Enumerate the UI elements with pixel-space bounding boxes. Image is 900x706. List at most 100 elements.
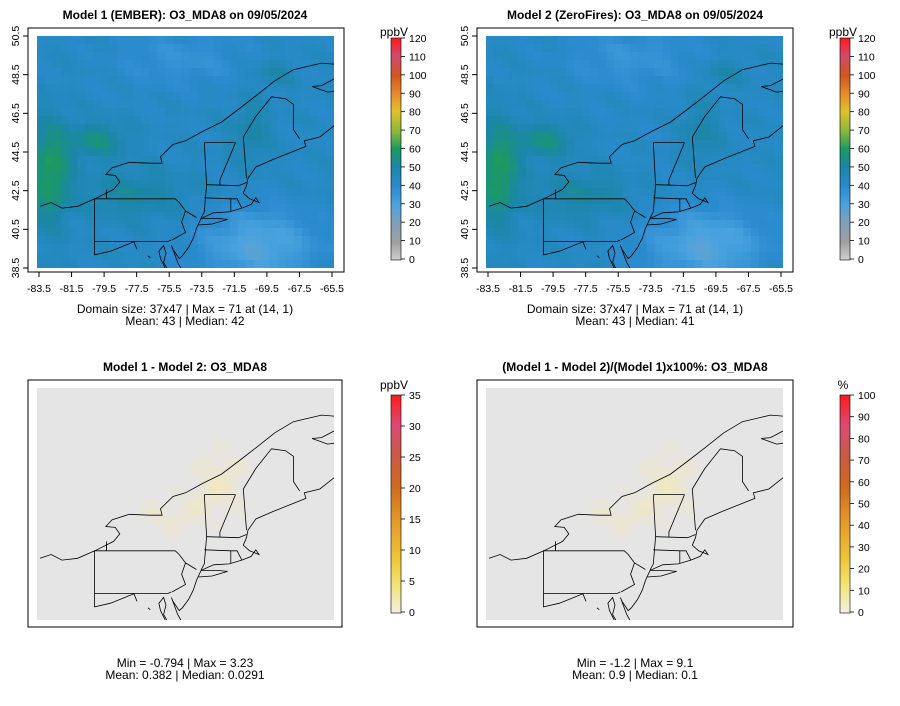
heatmap-cell bbox=[117, 84, 126, 93]
heatmap-cell bbox=[486, 596, 495, 605]
heatmap-cell bbox=[181, 412, 191, 421]
heatmap-cell bbox=[542, 36, 551, 45]
heatmap-cell bbox=[229, 68, 239, 77]
heatmap-cell bbox=[37, 100, 46, 109]
heatmap-cell bbox=[510, 484, 519, 493]
heatmap-cell bbox=[261, 68, 271, 77]
heatmap-cell bbox=[77, 244, 86, 253]
heatmap-cell bbox=[614, 76, 624, 85]
heatmap-cell bbox=[213, 460, 223, 469]
heatmap-cell bbox=[558, 100, 567, 109]
heatmap-cell bbox=[718, 412, 728, 421]
heatmap-cell bbox=[245, 172, 255, 181]
heatmap-cell bbox=[189, 532, 199, 541]
heatmap-cell bbox=[269, 188, 279, 197]
heatmap-cell bbox=[774, 236, 783, 245]
heatmap-cell bbox=[534, 612, 543, 620]
heatmap-cell bbox=[157, 452, 167, 461]
heatmap-cell bbox=[662, 492, 672, 501]
heatmap-cell bbox=[93, 420, 102, 429]
heatmap-cell bbox=[229, 84, 239, 93]
heatmap-cell bbox=[301, 164, 311, 173]
heatmap-cell bbox=[181, 556, 191, 565]
heatmap-cell bbox=[598, 580, 608, 589]
heatmap-cell bbox=[646, 100, 656, 109]
heatmap-cell bbox=[702, 516, 712, 525]
heatmap-cell bbox=[189, 68, 199, 77]
heatmap-cell bbox=[566, 404, 575, 413]
heatmap-cell bbox=[197, 388, 207, 397]
heatmap-cell bbox=[662, 596, 672, 605]
heatmap-cell bbox=[85, 100, 94, 109]
heatmap-cell bbox=[213, 532, 223, 541]
state-border bbox=[94, 550, 186, 594]
heatmap-cell bbox=[702, 444, 712, 453]
heatmap-cell bbox=[301, 548, 311, 557]
heatmap-cell bbox=[518, 52, 527, 61]
heatmap-cell bbox=[109, 156, 118, 165]
heatmap-cell bbox=[37, 476, 46, 485]
heatmap-cell bbox=[285, 252, 295, 261]
heatmap-cell bbox=[189, 412, 199, 421]
heatmap-cell bbox=[157, 164, 167, 173]
heatmap-cell bbox=[694, 100, 704, 109]
heatmap-cell bbox=[542, 588, 551, 597]
heatmap-cell bbox=[550, 100, 559, 109]
heatmap-cell bbox=[245, 84, 255, 93]
heatmap-cell bbox=[598, 396, 608, 405]
heatmap-cell bbox=[694, 556, 704, 565]
heatmap-cell bbox=[117, 68, 126, 77]
heatmap-cell bbox=[37, 516, 46, 525]
heatmap-cell bbox=[566, 436, 575, 445]
heatmap-cell bbox=[133, 204, 142, 213]
heatmap-cell bbox=[69, 100, 78, 109]
heatmap-cell bbox=[53, 60, 62, 69]
heatmap-cell bbox=[285, 236, 295, 245]
heatmap-cell bbox=[93, 428, 102, 437]
heatmap-cell bbox=[109, 132, 118, 141]
heatmap-cell bbox=[109, 444, 118, 453]
heatmap-cell bbox=[646, 404, 656, 413]
heatmap-cell bbox=[93, 564, 102, 573]
heatmap-cell bbox=[734, 188, 744, 197]
heatmap-cell bbox=[670, 132, 680, 141]
heatmap-cell bbox=[694, 188, 704, 197]
heatmap-cell bbox=[221, 516, 231, 525]
heatmap-cell bbox=[77, 412, 86, 421]
heatmap-cell bbox=[93, 532, 102, 541]
heatmap-cell bbox=[558, 444, 567, 453]
heatmap-cell bbox=[213, 580, 223, 589]
heatmap-cell bbox=[165, 604, 175, 613]
heatmap-cell bbox=[534, 388, 543, 397]
long-island bbox=[197, 218, 228, 226]
heatmap-cell bbox=[173, 596, 183, 605]
heatmap-cell bbox=[197, 588, 207, 597]
heatmap-cell bbox=[702, 204, 712, 213]
heatmap-cell bbox=[189, 172, 199, 181]
heatmap-cell bbox=[221, 140, 231, 149]
heatmap-cell bbox=[165, 532, 175, 541]
heatmap-cell bbox=[269, 148, 279, 157]
heatmap-cell bbox=[261, 52, 271, 61]
heatmap-cell bbox=[101, 252, 110, 261]
heatmap-cell bbox=[45, 452, 54, 461]
heatmap-cell bbox=[726, 548, 736, 557]
heatmap-cell bbox=[277, 604, 287, 613]
heatmap-cell bbox=[189, 436, 199, 445]
heatmap-cell bbox=[654, 396, 664, 405]
heatmap-cell bbox=[69, 388, 78, 397]
heatmap-cell bbox=[646, 220, 656, 229]
heatmap-cell bbox=[574, 164, 583, 173]
heatmap-cell bbox=[574, 580, 583, 589]
heatmap-cell bbox=[702, 420, 712, 429]
heatmap-cell bbox=[598, 172, 608, 181]
heatmap-cell bbox=[518, 36, 527, 45]
heatmap-cell bbox=[526, 164, 535, 173]
heatmap-cell bbox=[301, 564, 311, 573]
heatmap-cell bbox=[309, 588, 319, 597]
heatmap-cell bbox=[614, 124, 624, 133]
heatmap-cell bbox=[317, 388, 327, 397]
heatmap-cell bbox=[101, 108, 110, 117]
heatmap-cell bbox=[133, 220, 142, 229]
heatmap-cell bbox=[686, 388, 696, 397]
